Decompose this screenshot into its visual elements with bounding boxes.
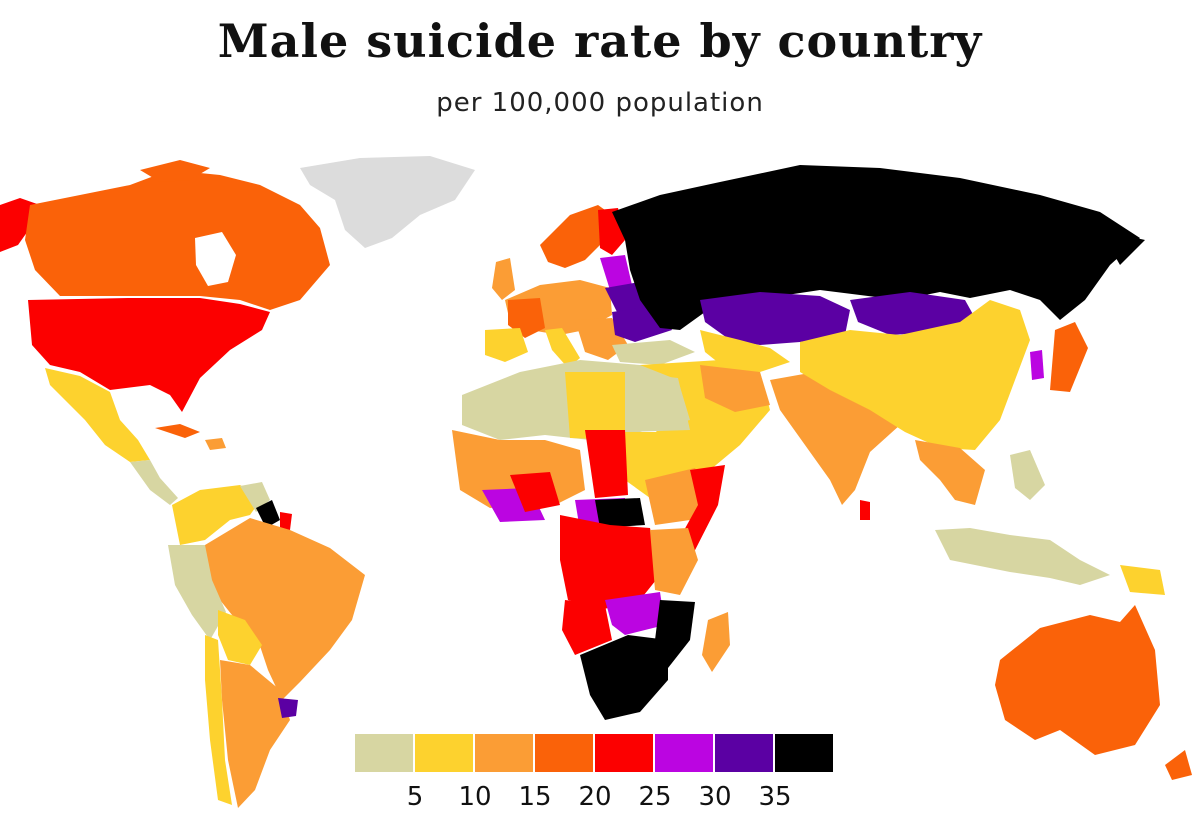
- legend-swatch-6: [655, 734, 713, 772]
- legend-swatch-3: [475, 734, 533, 772]
- region-argentina: [220, 660, 290, 808]
- legend-swatch-1: [355, 734, 413, 772]
- region-southern-africa: [580, 635, 668, 720]
- legend-swatch-8: [775, 734, 833, 772]
- region-egypt: [625, 372, 690, 432]
- region-scandinavia: [540, 205, 612, 268]
- region-french-guiana: [280, 512, 292, 530]
- region-sri-lanka: [860, 500, 870, 520]
- region-cuba: [155, 424, 200, 438]
- legend-tick-label: 35: [758, 782, 792, 812]
- region-japan: [1050, 322, 1088, 392]
- region-bolivia: [218, 610, 262, 665]
- region-uruguay: [278, 698, 298, 718]
- region-russia: [612, 165, 1140, 330]
- region-usa: [28, 298, 270, 412]
- region-arctic-islands: [140, 160, 210, 182]
- region-east-africa: [650, 528, 698, 595]
- region-italy: [545, 328, 580, 368]
- region-uk: [492, 258, 515, 300]
- world-choropleth-map: [0, 156, 1192, 808]
- region-korea: [1030, 350, 1044, 380]
- map-title: Male suicide rate by country: [217, 14, 983, 68]
- map-subtitle: per 100,000 population: [436, 88, 764, 118]
- legend-tick-label: 30: [698, 782, 732, 812]
- region-madagascar: [702, 612, 730, 672]
- region-central-america: [130, 460, 178, 505]
- region-guyana: [240, 482, 270, 512]
- region-colombia-venezuela: [172, 485, 262, 545]
- legend-swatch-2: [415, 734, 473, 772]
- region-libya: [565, 372, 625, 440]
- region-central-africa: [560, 515, 660, 610]
- legend-swatch-5: [595, 734, 653, 772]
- region-philippines: [1010, 450, 1045, 500]
- region-angola: [562, 600, 612, 655]
- region-papua: [1120, 565, 1165, 595]
- region-greenland: [300, 156, 475, 248]
- legend-tick-label: 5: [406, 782, 424, 812]
- region-france: [508, 298, 545, 338]
- region-nigeria: [510, 472, 560, 512]
- region-new-zealand: [1165, 750, 1192, 780]
- region-china: [800, 300, 1030, 450]
- color-legend: 5 10 15 20 25 30 35: [355, 734, 835, 814]
- region-south-sudan: [595, 498, 645, 528]
- region-chad: [585, 430, 628, 498]
- region-brazil: [205, 518, 365, 700]
- region-baltics: [600, 255, 632, 290]
- region-peru: [168, 545, 226, 640]
- region-indonesia: [935, 528, 1110, 585]
- region-canada: [25, 170, 330, 310]
- region-suriname: [256, 500, 280, 528]
- region-mexico: [45, 368, 150, 462]
- legend-swatch-7: [715, 734, 773, 772]
- region-turkey: [612, 340, 695, 365]
- region-iran: [700, 365, 770, 412]
- legend-tick-label: 10: [458, 782, 492, 812]
- region-chile: [205, 635, 232, 805]
- region-zambia: [605, 592, 665, 635]
- region-indochina: [915, 440, 985, 505]
- region-kazakhstan: [700, 292, 850, 345]
- legend-tick-label: 25: [638, 782, 672, 812]
- legend-tick-label: 15: [518, 782, 552, 812]
- legend-tick-label: 20: [578, 782, 612, 812]
- region-hispaniola: [205, 438, 226, 450]
- region-iberia: [485, 328, 528, 362]
- legend-swatch-4: [535, 734, 593, 772]
- region-australia: [995, 605, 1160, 755]
- region-mongolia: [850, 292, 975, 335]
- region-russian-east: [1100, 230, 1145, 265]
